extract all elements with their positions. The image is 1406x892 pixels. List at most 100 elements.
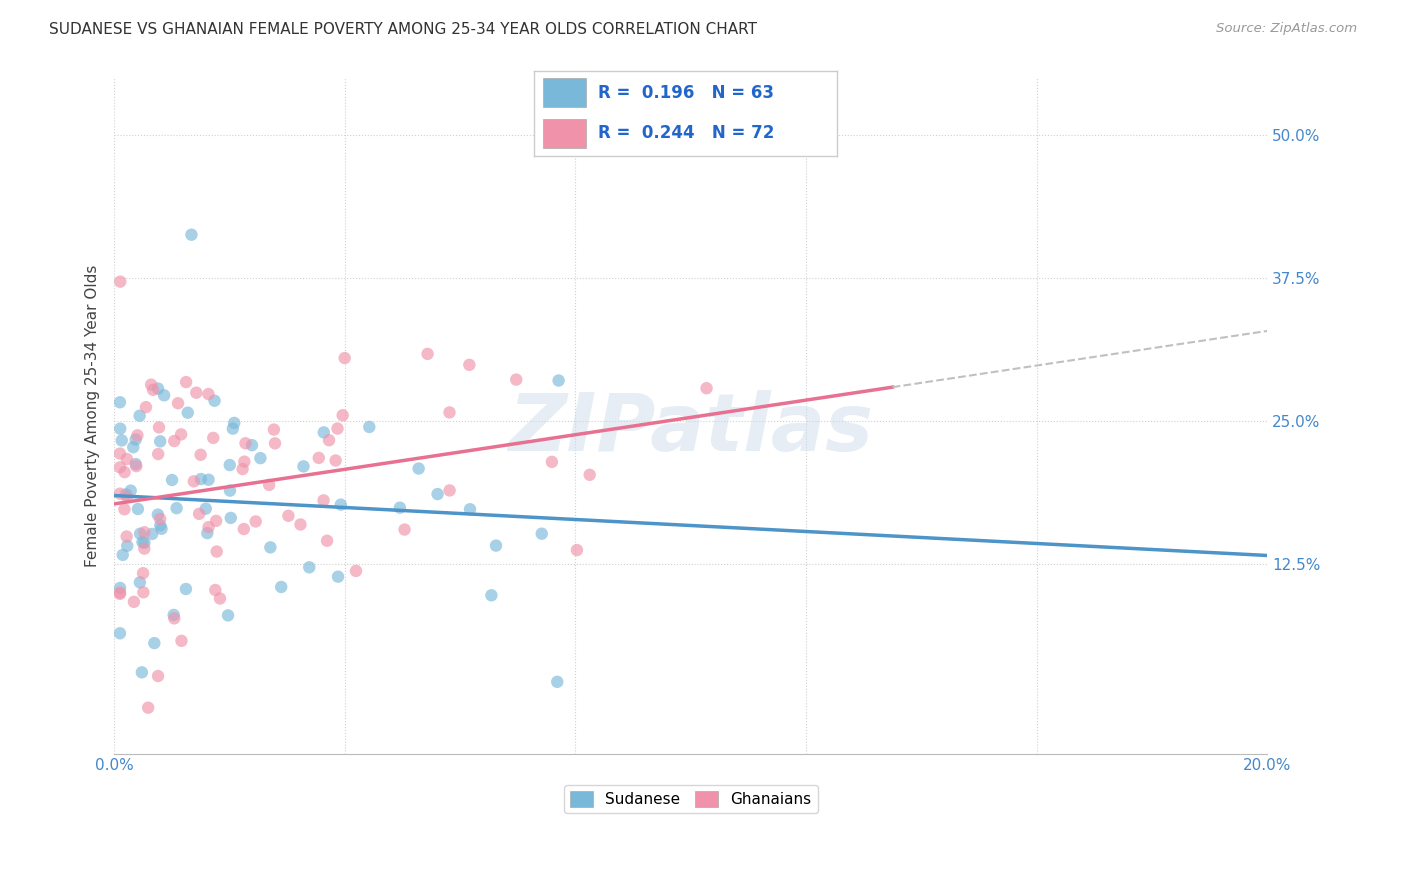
Point: [204, 393, 226, 408]
Point: [565, 543, 588, 558]
Point: [170, 427, 193, 442]
Point: [202, 431, 225, 445]
Point: [188, 507, 211, 521]
Point: [394, 523, 416, 537]
Point: [388, 500, 411, 515]
Point: [333, 351, 356, 365]
Point: [479, 588, 502, 602]
Point: [139, 377, 162, 392]
Point: [125, 459, 148, 474]
Point: [359, 420, 381, 434]
Point: [224, 416, 246, 430]
Point: [186, 385, 208, 400]
Point: [205, 544, 228, 558]
Point: [108, 460, 131, 475]
Point: [312, 425, 335, 440]
Point: [150, 522, 173, 536]
Point: [233, 455, 256, 469]
Point: [132, 566, 155, 581]
Point: [135, 400, 157, 414]
Point: [153, 388, 176, 402]
Point: [219, 511, 242, 525]
Point: [218, 458, 240, 472]
Point: [205, 514, 228, 528]
Point: [108, 486, 131, 500]
Point: [149, 434, 172, 449]
Point: [136, 700, 159, 714]
Point: [108, 581, 131, 595]
Point: [163, 611, 186, 625]
Point: [142, 383, 165, 397]
FancyBboxPatch shape: [543, 119, 586, 147]
Point: [277, 508, 299, 523]
Point: [204, 582, 226, 597]
Legend: Sudanese, Ghanaians: Sudanese, Ghanaians: [564, 785, 818, 814]
Point: [426, 487, 449, 501]
Point: [245, 515, 267, 529]
Point: [146, 508, 169, 522]
Point: [197, 387, 219, 401]
Point: [458, 358, 481, 372]
Point: [259, 541, 281, 555]
Point: [505, 373, 527, 387]
Text: Source: ZipAtlas.com: Source: ZipAtlas.com: [1216, 22, 1357, 36]
FancyBboxPatch shape: [543, 78, 586, 107]
Point: [174, 582, 197, 596]
Point: [148, 420, 170, 434]
Point: [127, 502, 149, 516]
Point: [270, 580, 292, 594]
Point: [326, 569, 349, 583]
Point: [148, 447, 170, 461]
Point: [546, 674, 568, 689]
Point: [547, 374, 569, 388]
Point: [122, 440, 145, 454]
Point: [146, 382, 169, 396]
Point: [263, 423, 285, 437]
Point: [134, 541, 156, 556]
Point: [166, 501, 188, 516]
Point: [308, 450, 330, 465]
Point: [170, 633, 193, 648]
Point: [120, 483, 142, 498]
Point: [326, 421, 349, 435]
Point: [134, 525, 156, 540]
Point: [167, 396, 190, 410]
Point: [111, 548, 134, 562]
Point: [325, 453, 347, 467]
Point: [217, 608, 239, 623]
Point: [696, 381, 718, 395]
Point: [141, 527, 163, 541]
Point: [298, 560, 321, 574]
Point: [222, 422, 245, 436]
Point: [190, 472, 212, 486]
Point: [235, 436, 257, 450]
Point: [264, 436, 287, 450]
Point: [183, 475, 205, 489]
Point: [115, 490, 138, 504]
Point: [131, 665, 153, 680]
Point: [292, 459, 315, 474]
Point: [408, 461, 430, 475]
Point: [128, 409, 150, 423]
Point: [128, 575, 150, 590]
Text: SUDANESE VS GHANAIAN FEMALE POVERTY AMONG 25-34 YEAR OLDS CORRELATION CHART: SUDANESE VS GHANAIAN FEMALE POVERTY AMON…: [49, 22, 758, 37]
Point: [530, 526, 553, 541]
Point: [439, 405, 461, 419]
Point: [114, 502, 136, 516]
Point: [108, 626, 131, 640]
Point: [163, 607, 186, 622]
Point: [110, 275, 132, 289]
Point: [190, 448, 212, 462]
Text: R =  0.244   N = 72: R = 0.244 N = 72: [598, 124, 775, 142]
Text: R =  0.196   N = 63: R = 0.196 N = 63: [598, 84, 773, 102]
Point: [208, 591, 231, 606]
Point: [163, 434, 186, 448]
Point: [177, 406, 200, 420]
Point: [316, 533, 339, 548]
Point: [578, 467, 600, 482]
Point: [115, 529, 138, 543]
Point: [146, 669, 169, 683]
Point: [332, 409, 354, 423]
Point: [195, 526, 218, 541]
Point: [125, 457, 148, 471]
